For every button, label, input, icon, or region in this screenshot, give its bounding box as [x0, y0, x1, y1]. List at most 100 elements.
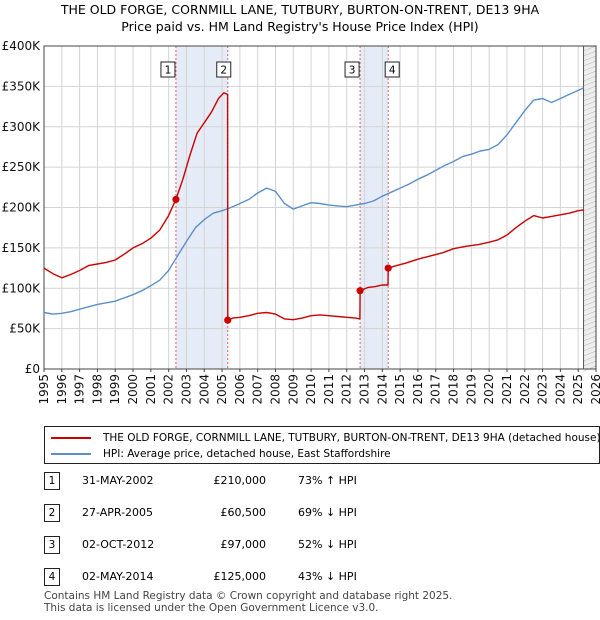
property-series-line: [43, 92, 584, 321]
x-tick-label: 2017: [429, 374, 443, 405]
projection-hatch: [583, 170, 597, 177]
projection-hatch: [583, 350, 597, 357]
sale-point: [356, 287, 364, 295]
y-tick-label: £350K: [2, 79, 42, 93]
projection-hatch: [583, 205, 597, 212]
projection-hatch: [583, 285, 597, 292]
projection-hatch: [583, 225, 597, 232]
x-tick-label: 2007: [251, 374, 265, 405]
projection-hatch: [583, 260, 597, 267]
projection-hatch: [583, 220, 597, 227]
x-tick-label: 2006: [233, 374, 247, 405]
plot-frame: [43, 45, 597, 370]
sale-hpi-diff: 69% ↓ HPI: [298, 506, 357, 519]
x-tick-label: 2015: [393, 374, 407, 405]
chart-title-line-2: Price paid vs. HM Land Registry's House …: [121, 19, 479, 34]
sale-price: £97,000: [220, 538, 267, 551]
projection-hatch: [583, 70, 597, 77]
projection-hatch: [583, 55, 597, 62]
projection-hatch: [583, 85, 597, 92]
projection-hatch: [583, 330, 597, 337]
x-tick-label: 2018: [447, 374, 461, 405]
projection-hatch: [583, 310, 597, 317]
projection-hatch: [583, 190, 597, 197]
sale-points: [172, 195, 392, 324]
x-axis-ticks: 1995 1996 1997 1998 1999 2000 2001 2002 2003 2004…: [37, 369, 600, 405]
x-tick-label: 2004: [197, 374, 211, 405]
x-tick-label: 2022: [518, 374, 532, 405]
sale-date: 02-MAY-2014: [82, 570, 154, 583]
x-tick-label: 1995: [37, 374, 51, 405]
legend-label-property: THE OLD FORGE, CORNMILL LANE, TUTBURY, B…: [103, 432, 600, 444]
sale-hpi-diff: 52% ↓ HPI: [298, 538, 357, 551]
projection-hatch: [583, 110, 597, 117]
projection-hatch: [583, 175, 597, 182]
projection-hatch: [583, 60, 597, 67]
projection-hatch: [583, 125, 597, 132]
projection-hatch: [583, 335, 597, 342]
x-tick-label: 1998: [90, 374, 104, 405]
grid-lines: [43, 45, 597, 372]
sale-number: 4: [44, 568, 60, 586]
sale-marker-labels: 1 2 3 4: [160, 61, 400, 78]
projection-hatch: [583, 65, 597, 72]
sale-marker-label: 3: [349, 65, 356, 77]
x-tick-label: 2005: [215, 374, 229, 405]
projection-hatch: [583, 235, 597, 242]
projection-hatch: [583, 130, 597, 137]
x-tick-label: 2024: [553, 374, 567, 405]
projection-region: [583, 46, 596, 369]
projection-hatch: [583, 45, 597, 52]
projection-hatch: [583, 165, 597, 172]
sale-point: [172, 195, 180, 204]
x-tick-label: 2019: [464, 374, 478, 405]
footer-attribution: Contains HM Land Registry data © Crown c…: [44, 590, 452, 614]
sale-row: 4 02-MAY-2014 £125,000 43% ↓ HPI: [0, 568, 600, 588]
y-tick-label: £300K: [2, 120, 42, 134]
projection-hatch: [583, 255, 597, 262]
projection-hatch: [583, 345, 597, 352]
sale-number: 2: [44, 504, 60, 522]
projection-hatch: [583, 230, 597, 237]
sale-hpi-diff: 73% ↑ HPI: [298, 474, 357, 487]
sale-marker-label: 2: [220, 65, 227, 77]
footer-line-2: This data is licensed under the Open Gov…: [44, 602, 379, 614]
chart-legend: THE OLD FORGE, CORNMILL LANE, TUTBURY, B…: [44, 426, 600, 464]
x-tick-label: 2026: [589, 374, 600, 405]
x-tick-label: 2011: [322, 374, 336, 405]
x-tick-label: 1996: [55, 374, 69, 405]
projection-hatch: [583, 135, 597, 142]
projection-hatch: [583, 150, 597, 157]
projection-hatch: [583, 250, 597, 257]
footer-line-1: Contains HM Land Registry data © Crown c…: [44, 590, 453, 602]
y-tick-label: £400K: [2, 39, 42, 53]
projection-hatch: [583, 290, 597, 297]
projection-hatch: [583, 320, 597, 327]
sale-date: 31-MAY-2002: [82, 474, 154, 487]
x-tick-label: 2016: [411, 374, 425, 405]
sale-price: £60,500: [220, 506, 267, 519]
projection-hatch: [583, 275, 597, 282]
price-chart: 1 2 3 4 £0 £50K £100K £150K £200K £250K £300K £350…: [2, 39, 600, 405]
projection-hatch: [583, 120, 597, 127]
projection-hatch: [583, 210, 597, 217]
y-tick-label: £250K: [2, 160, 42, 174]
projection-hatch: [583, 265, 597, 272]
legend-swatch-property: [51, 437, 91, 439]
sale-hpi-diff: 43% ↓ HPI: [298, 570, 357, 583]
sale-marker-box: [384, 61, 400, 78]
projection-hatch: [583, 95, 597, 102]
x-tick-label: 2021: [500, 374, 514, 405]
sale-point: [384, 264, 392, 272]
projection-hatch: [583, 295, 597, 302]
x-tick-label: 2002: [162, 374, 176, 405]
sale-marker-box: [344, 61, 360, 78]
projection-hatch: [583, 270, 597, 277]
x-tick-label: 2025: [571, 374, 585, 405]
x-tick-label: 2010: [304, 374, 318, 405]
x-tick-label: 2008: [268, 374, 282, 405]
y-axis-ticks: £0 £50K £100K £150K £200K £250K £300K £350K £400…: [2, 39, 42, 376]
sale-number: 3: [44, 536, 60, 554]
legend-label-hpi: HPI: Average price, detached house, East…: [103, 448, 391, 460]
projection-hatch: [583, 185, 597, 192]
